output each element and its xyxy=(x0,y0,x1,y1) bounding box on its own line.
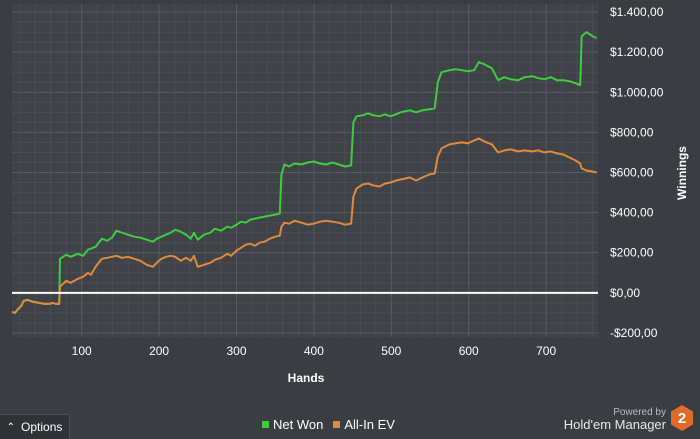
legend-swatch-all-in-ev xyxy=(333,421,341,428)
x-tick-label: 400 xyxy=(304,344,324,358)
options-button[interactable]: ⌃ Options xyxy=(0,414,70,439)
x-tick-label: 500 xyxy=(381,344,401,358)
x-tick-label: 300 xyxy=(226,344,246,358)
legend-swatch-net-won xyxy=(262,421,269,428)
legend-label-net-won: Net Won xyxy=(273,417,324,432)
plot-area xyxy=(12,4,598,337)
y-tick-label: $1.000,00 xyxy=(610,85,664,99)
y-tick-label: $1.200,00 xyxy=(610,45,664,59)
product-name: Hold'em Manager xyxy=(563,417,666,433)
chart-grid xyxy=(12,4,598,337)
x-tick-label: 600 xyxy=(459,344,479,358)
chevron-up-icon: ⌃ xyxy=(6,421,16,433)
x-tick-label: 700 xyxy=(536,344,556,358)
powered-by-text: Powered by xyxy=(613,406,666,418)
x-tick-label: 200 xyxy=(149,344,169,358)
series-line-net-won xyxy=(11,31,597,314)
y-axis: -$200,00 $0,00 $200,00 $400,00 $600,00 $800,0… xyxy=(610,5,664,340)
y-tick-label: $1.400,00 xyxy=(610,5,664,19)
y-tick-label: $800,00 xyxy=(610,125,654,139)
y-tick-label: $400,00 xyxy=(610,206,654,220)
badge-digit: 2 xyxy=(678,410,686,427)
legend-label-all-in-ev: All-In EV xyxy=(344,417,395,432)
x-axis-title: Hands xyxy=(288,371,325,385)
x-axis: 100 200 300 400 500 600 700 xyxy=(72,344,557,358)
chart-legend: Net Won All-In EV xyxy=(262,417,395,432)
brand-logo: Powered by Hold'em Manager 2 xyxy=(564,404,694,432)
y-tick-label: $200,00 xyxy=(610,246,654,260)
y-tick-label: $0,00 xyxy=(610,286,640,300)
y-axis-title: Winnings xyxy=(675,146,689,200)
legend-item-all-in-ev[interactable]: All-In EV xyxy=(333,417,395,432)
hm2-badge-icon: 2 xyxy=(671,405,693,431)
options-label: Options xyxy=(21,420,63,434)
y-tick-label: -$200,00 xyxy=(610,326,658,340)
y-tick-label: $600,00 xyxy=(610,166,654,180)
x-tick-label: 100 xyxy=(72,344,92,358)
chart-series xyxy=(11,31,598,314)
series-line-all-in-ev xyxy=(11,137,597,314)
legend-item-net-won[interactable]: Net Won xyxy=(262,417,323,432)
